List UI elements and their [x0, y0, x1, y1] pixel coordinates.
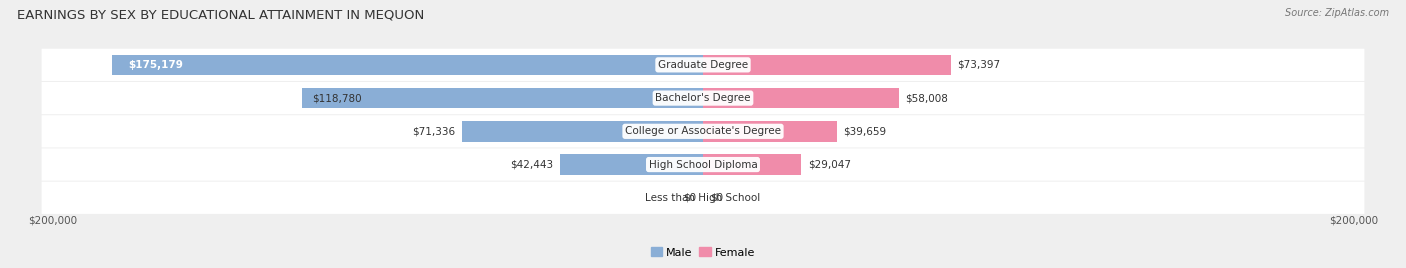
- Text: $58,008: $58,008: [905, 93, 949, 103]
- Text: $200,000: $200,000: [28, 215, 77, 225]
- Bar: [302, 88, 703, 108]
- Bar: [703, 121, 837, 142]
- Text: EARNINGS BY SEX BY EDUCATIONAL ATTAINMENT IN MEQUON: EARNINGS BY SEX BY EDUCATIONAL ATTAINMEN…: [17, 8, 425, 21]
- Text: $0: $0: [710, 193, 723, 203]
- Text: $42,443: $42,443: [510, 159, 553, 170]
- FancyBboxPatch shape: [42, 148, 1364, 181]
- Text: Source: ZipAtlas.com: Source: ZipAtlas.com: [1285, 8, 1389, 18]
- Text: $71,336: $71,336: [412, 126, 456, 136]
- Text: $200,000: $200,000: [1329, 215, 1378, 225]
- Bar: [703, 55, 950, 75]
- Text: High School Diploma: High School Diploma: [648, 159, 758, 170]
- Bar: [560, 154, 703, 175]
- Text: $39,659: $39,659: [844, 126, 887, 136]
- Text: Less than High School: Less than High School: [645, 193, 761, 203]
- Text: $175,179: $175,179: [129, 60, 184, 70]
- Text: Graduate Degree: Graduate Degree: [658, 60, 748, 70]
- Text: College or Associate's Degree: College or Associate's Degree: [626, 126, 780, 136]
- Bar: [703, 154, 801, 175]
- Text: $73,397: $73,397: [957, 60, 1001, 70]
- Bar: [463, 121, 703, 142]
- FancyBboxPatch shape: [42, 182, 1364, 214]
- Legend: Male, Female: Male, Female: [647, 243, 759, 262]
- Bar: [703, 88, 898, 108]
- Text: $0: $0: [683, 193, 696, 203]
- Text: Bachelor's Degree: Bachelor's Degree: [655, 93, 751, 103]
- FancyBboxPatch shape: [42, 115, 1364, 147]
- FancyBboxPatch shape: [42, 49, 1364, 81]
- Text: $29,047: $29,047: [808, 159, 851, 170]
- Bar: [112, 55, 703, 75]
- Text: $118,780: $118,780: [312, 93, 361, 103]
- FancyBboxPatch shape: [42, 82, 1364, 114]
